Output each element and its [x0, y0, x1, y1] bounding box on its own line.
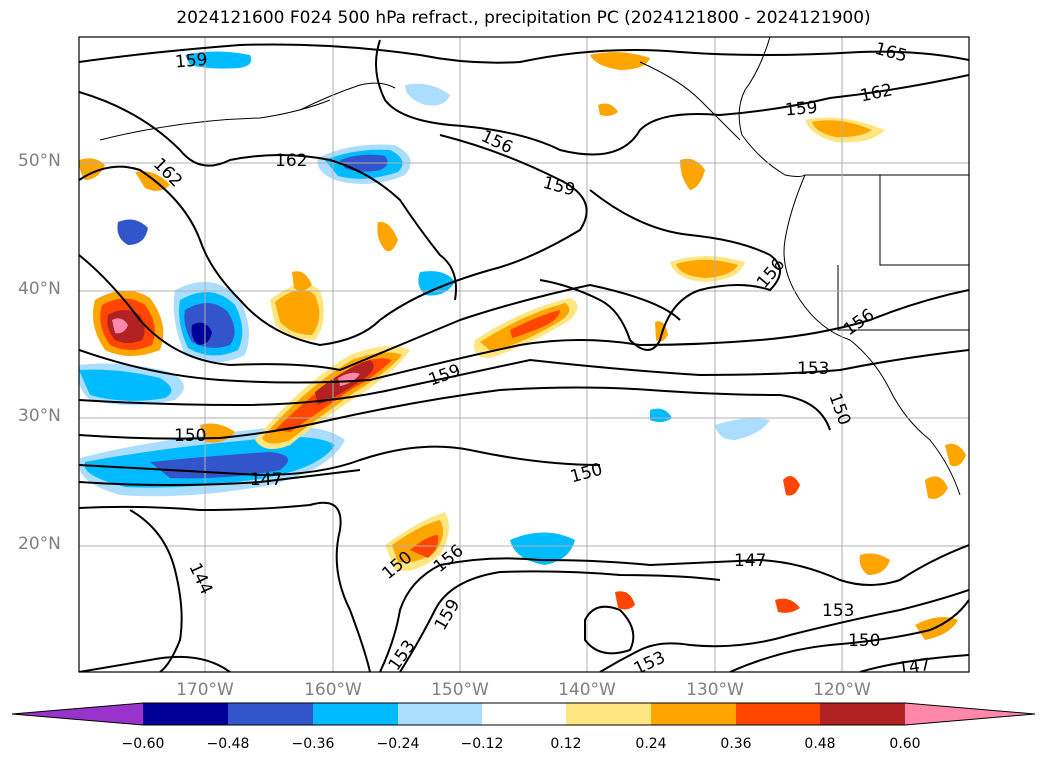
contour-label: 147	[897, 655, 932, 679]
lon-label-140w: 140°W	[558, 680, 616, 700]
colorbar-tick: 0.24	[635, 736, 667, 752]
contour-label: 153	[822, 601, 854, 621]
map-frame	[78, 36, 970, 673]
lat-label-40n: 40°N	[18, 279, 61, 299]
contour-label: 150	[174, 426, 206, 446]
lon-label-120w: 120°W	[813, 680, 871, 700]
map-title: 2024121600 F024 500 hPa refract., precip…	[176, 8, 871, 28]
lon-label-150w: 150°W	[431, 680, 489, 700]
colorbar	[11, 702, 1036, 726]
contour-label: 162	[275, 151, 307, 171]
colorbar-tick: −0.60	[121, 736, 165, 752]
lat-label-20n: 20°N	[18, 534, 61, 554]
colorbar-tick: 0.48	[804, 736, 836, 752]
colorbar-tick: −0.12	[460, 736, 504, 752]
colorbar-tick: 0.60	[889, 736, 921, 752]
lat-label-50n: 50°N	[18, 151, 61, 171]
lon-label-170w: 170°W	[176, 680, 234, 700]
colorbar-tick: 0.36	[720, 736, 752, 752]
contour-label: 150	[848, 631, 880, 651]
contour-label: 147	[734, 551, 766, 571]
colorbar-tick: 0.12	[550, 736, 582, 752]
map-area: 159 165 162 159 162 156 159 162 156 156 …	[79, 37, 969, 679]
contour-label: 159	[174, 50, 208, 73]
colorbar-tick: −0.24	[376, 736, 420, 752]
coastlines	[99, 37, 969, 496]
colorbar-tick: −0.48	[206, 736, 250, 752]
contour-label: 159	[784, 98, 818, 121]
height-contours	[79, 39, 969, 672]
lon-label-130w: 130°W	[686, 680, 744, 700]
lon-label-160w: 160°W	[304, 680, 362, 700]
contour-label: 153	[797, 359, 829, 379]
lat-label-30n: 30°N	[18, 406, 61, 426]
colorbar-tick: −0.36	[291, 736, 335, 752]
contour-label: 147	[250, 470, 282, 490]
